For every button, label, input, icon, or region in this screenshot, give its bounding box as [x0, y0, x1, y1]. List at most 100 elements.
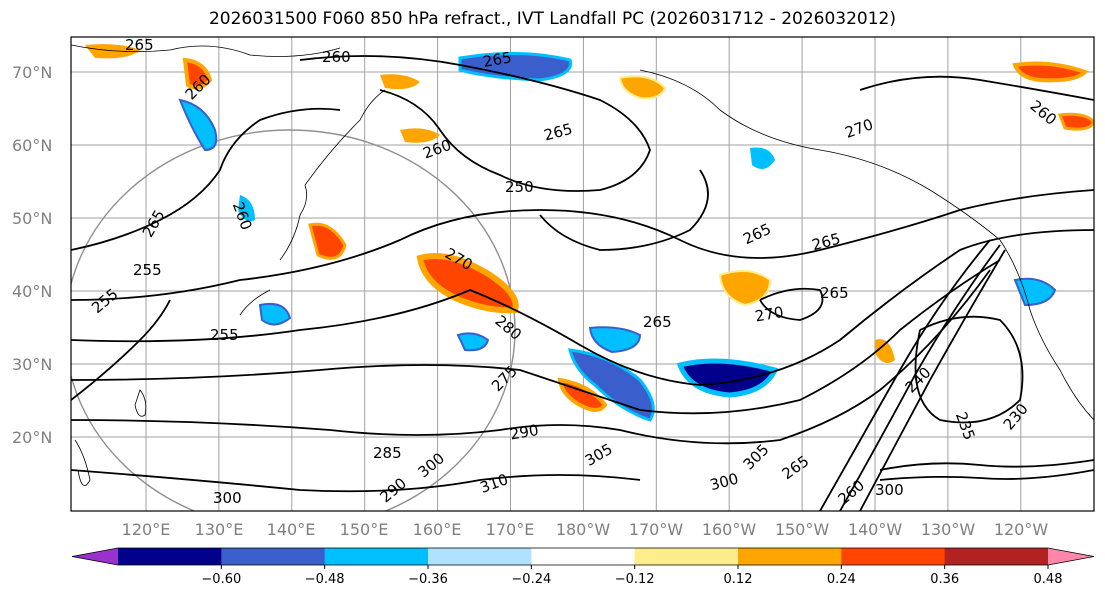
coast-alaska: [639, 69, 1001, 241]
shade-blue-7: [456, 332, 490, 352]
contour-15: [759, 287, 824, 321]
contour-3: [71, 259, 1001, 415]
shade-orange-10: [875, 339, 895, 364]
lon-label-140w: 140°W: [848, 520, 903, 539]
colorbar-segment-3: [428, 548, 532, 565]
colorbar: −0.60 −0.48 −0.36 −0.24 −0.12 0.12 0.24 0.36 0.4…: [71, 547, 1095, 587]
colorbar-tick-label-3: −0.24: [511, 572, 551, 587]
colorbar-tick-label-2: −0.36: [408, 572, 448, 587]
shade-blue-2: [568, 348, 655, 422]
contour-label-23: 285: [373, 444, 402, 462]
lat-label-30n: 30°N: [12, 355, 52, 374]
lat-label-70n: 70°N: [12, 63, 52, 82]
contour-label-12: 255: [210, 326, 239, 344]
coast-asia: [71, 44, 341, 57]
lat-label-20n: 20°N: [12, 428, 52, 447]
contour-label-20: 265: [643, 313, 672, 331]
contour-6: [299, 55, 651, 192]
negative-anomaly-shading: [178, 51, 1057, 422]
colorbar-tick-label-5: 0.12: [724, 572, 753, 587]
contour-label-7: 250: [505, 178, 534, 196]
contour-5: [71, 469, 641, 493]
colorbar-tick-label-7: 0.36: [930, 572, 959, 587]
shade-orange-3: [182, 57, 213, 90]
map-frame: [70, 36, 1095, 512]
lat-label-50n: 50°N: [12, 209, 52, 228]
latitude-labels: 70°N 60°N 50°N 40°N 30°N 20°N: [12, 63, 52, 447]
coast-north-america: [999, 239, 1094, 421]
contour-14: [914, 315, 1024, 424]
lon-label-170w: 170°W: [629, 520, 684, 539]
contour-7: [539, 169, 709, 251]
map-background: [71, 37, 1094, 511]
contour-label-19: 270: [754, 303, 785, 326]
colorbar-segment-6: [738, 548, 842, 565]
colorbar-tick-label-6: 0.24: [827, 572, 856, 587]
coast-taiwan: [134, 389, 147, 417]
colorbar-segment-4: [531, 548, 636, 565]
shade-orange-5: [618, 75, 667, 100]
contour-label-24: 290: [509, 421, 540, 444]
shade-blue-3: [676, 358, 779, 398]
colorbar-segment-8: [944, 548, 1049, 565]
lon-label-130w: 130°W: [921, 520, 976, 539]
colorbar-segment-5: [634, 548, 739, 565]
lon-label-140e: 140°E: [267, 520, 316, 539]
lon-label-120e: 120°E: [122, 520, 171, 539]
contour-label-37: 300: [213, 489, 242, 507]
shade-blue-5: [178, 98, 218, 152]
range-circle: [71, 129, 516, 511]
contour-label-30: 300: [875, 481, 904, 499]
lon-label-160w: 160°W: [702, 520, 757, 539]
map-title: 2026031500 F060 850 hPa refract., IVT La…: [208, 9, 896, 29]
colorbar-tick-label-8: 0.48: [1034, 572, 1063, 587]
contour-label-3: 260: [322, 48, 351, 66]
shade-blue-4: [588, 326, 642, 354]
shade-orange-4: [718, 270, 772, 307]
colorbar-extend-max: [1048, 548, 1094, 565]
colorbar-tick-label-4: −0.12: [615, 572, 655, 587]
contour-8: [71, 107, 341, 251]
lon-label-160e: 160°E: [413, 520, 462, 539]
lon-label-120w: 120°W: [994, 520, 1049, 539]
shade-blue-10: [258, 302, 292, 326]
contour-17: [71, 299, 171, 401]
colorbar-tick-label-1: −0.48: [305, 572, 345, 587]
contours: [71, 55, 1094, 511]
colorbar-extend-min: [72, 548, 118, 565]
contour-1: [71, 189, 1094, 301]
lon-label-170e: 170°E: [486, 520, 535, 539]
contour-9: [819, 239, 991, 511]
coast-philippines: [74, 439, 91, 487]
colorbar-segment-0: [118, 548, 222, 565]
colorbar-segment-2: [324, 548, 429, 565]
contour-16: [859, 75, 1094, 101]
contour-label-18: 265: [820, 284, 849, 302]
lon-label-150w: 150°W: [775, 520, 830, 539]
contour-12: [879, 459, 1094, 471]
colorbar-outline: [71, 547, 1095, 566]
lat-label-60n: 60°N: [12, 136, 52, 155]
shade-orange-12: [1057, 112, 1094, 131]
contour-4: [71, 269, 991, 445]
lon-label-150e: 150°E: [340, 520, 389, 539]
shade-blue-9: [750, 147, 775, 169]
shade-blue-1: [458, 51, 573, 82]
colorbar-tick-label-0: −0.60: [201, 572, 241, 587]
colorbar-segment-1: [221, 548, 326, 565]
shade-blue-8: [1013, 277, 1057, 307]
shade-orange-7: [1012, 61, 1089, 83]
longitude-labels: 120°E 130°E 140°E 150°E 160°E 170°E 180°…: [122, 520, 1049, 539]
colorbar-segment-7: [841, 548, 946, 565]
shade-orange-9: [400, 128, 440, 143]
contour-label-1: 265: [125, 36, 154, 54]
coastlines: [71, 44, 1094, 487]
shade-blue-6: [238, 195, 255, 222]
lon-label-130e: 130°E: [195, 520, 244, 539]
lon-label-180w: 180°W: [556, 520, 611, 539]
shade-orange-8: [308, 222, 347, 260]
shade-orange-11: [380, 74, 420, 90]
coast-japan: [239, 184, 308, 316]
contour-label-10: 255: [133, 261, 162, 279]
